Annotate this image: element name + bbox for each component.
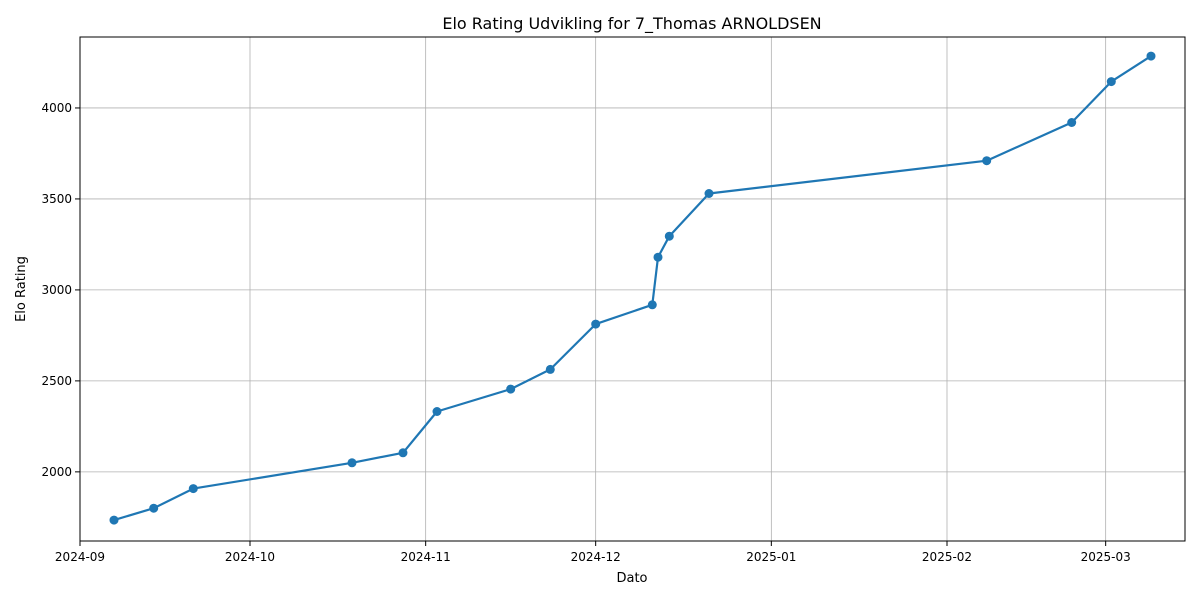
series-elo xyxy=(109,51,1156,525)
data-point xyxy=(653,252,663,262)
data-point xyxy=(432,407,442,416)
x-axis-label: Dato xyxy=(616,571,647,586)
x-tick-label: 2025-01 xyxy=(746,550,796,564)
data-point xyxy=(647,300,657,310)
x-tick-label: 2025-02 xyxy=(922,550,972,564)
data-point xyxy=(506,384,516,394)
plot-frame xyxy=(79,36,1186,542)
x-axis-ticks: 2024-09 2024-10 2024-11 2024-12 2025-01 2025-… xyxy=(55,541,1131,564)
data-point xyxy=(1067,118,1077,127)
data-point xyxy=(188,484,198,494)
y-axis-ticks: 2000 2500 3000 3500 4000 xyxy=(41,101,80,479)
data-point xyxy=(398,448,408,458)
data-point xyxy=(704,189,714,198)
y-tick-label: 2500 xyxy=(41,374,72,388)
data-point xyxy=(149,503,159,513)
data-point xyxy=(1146,51,1156,61)
y-tick-label: 2000 xyxy=(41,465,72,479)
y-tick-label: 3000 xyxy=(41,283,72,297)
data-point xyxy=(982,156,992,166)
data-point xyxy=(347,458,357,468)
data-point xyxy=(545,364,555,374)
data-point xyxy=(1106,77,1116,87)
y-tick-label: 3500 xyxy=(41,192,72,206)
y-axis-label: Elo Rating xyxy=(14,256,29,322)
x-tick-label: 2024-12 xyxy=(571,550,621,564)
x-tick-label: 2024-10 xyxy=(225,550,275,564)
chart-title: Elo Rating Udvikling for 7_Thomas ARNOLD… xyxy=(442,14,821,34)
y-tick-label: 4000 xyxy=(41,101,72,115)
x-tick-label: 2025-03 xyxy=(1081,550,1131,564)
data-point xyxy=(109,515,119,525)
x-tick-label: 2024-11 xyxy=(401,550,451,564)
x-tick-label: 2024-09 xyxy=(55,550,105,564)
grid-lines xyxy=(79,37,1185,541)
data-point xyxy=(591,319,601,329)
data-point xyxy=(664,231,674,241)
